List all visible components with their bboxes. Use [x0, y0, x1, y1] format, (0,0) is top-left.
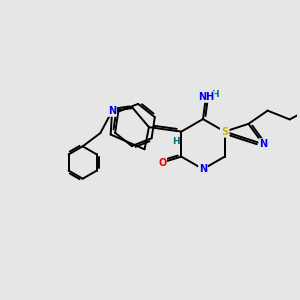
Text: N: N — [108, 106, 116, 116]
Text: O: O — [158, 158, 166, 167]
Text: S: S — [221, 127, 228, 136]
Text: N: N — [259, 139, 267, 149]
Text: N: N — [220, 127, 229, 136]
Text: H: H — [172, 137, 180, 146]
Text: H: H — [211, 90, 219, 99]
Text: NH: NH — [198, 92, 214, 102]
Text: N: N — [199, 164, 207, 174]
